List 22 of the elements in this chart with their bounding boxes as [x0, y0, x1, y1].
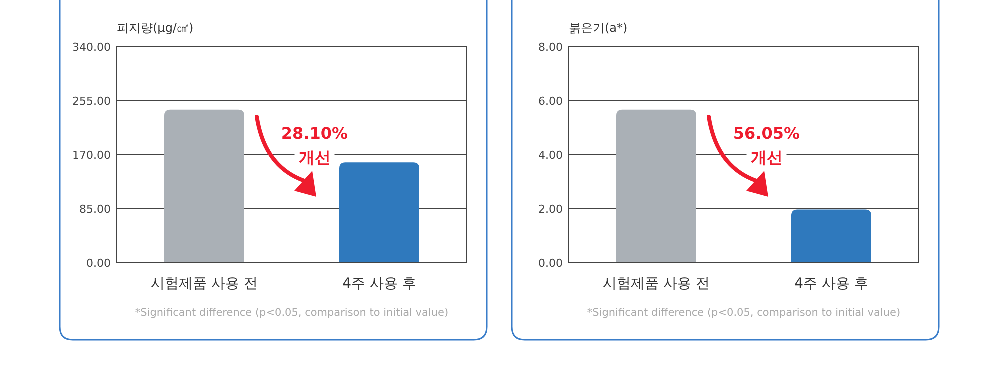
y-tick-label: 6.00 — [538, 95, 563, 108]
y-tick-label: 340.00 — [72, 41, 111, 54]
y-tick-label: 85.00 — [80, 203, 111, 216]
x-tick-label: 시험제품 사용 전 — [151, 276, 258, 292]
y-tick-label: 170.00 — [72, 149, 111, 162]
y-tick-label: 2.00 — [538, 203, 563, 216]
y-tick-label: 255.00 — [72, 95, 111, 108]
x-tick-label: 시험제품 사용 전 — [603, 276, 710, 292]
y-axis-title: 피지량(μg/㎠) — [117, 21, 194, 35]
y-tick-label: 8.00 — [538, 41, 563, 54]
annotation: 56.05% — [733, 124, 800, 143]
y-axis-title: 붉은기(a*) — [569, 21, 628, 35]
text: *Significant difference (p<0.05, comparison to initial value) — [587, 307, 901, 319]
annotation: 개선 — [298, 148, 331, 167]
y-tick-label: 4.00 — [538, 149, 563, 162]
x-tick-label: 4주 사용 후 — [794, 276, 868, 292]
annotation: 개선 — [750, 148, 783, 167]
y-tick-label: 0.00 — [538, 257, 563, 270]
text: *Significant difference (p<0.05, comparison to initial value) — [135, 307, 449, 319]
annotation: 28.10% — [281, 124, 348, 143]
y-tick-label: 0.00 — [86, 257, 111, 270]
x-tick-label: 4주 사용 후 — [342, 276, 416, 292]
